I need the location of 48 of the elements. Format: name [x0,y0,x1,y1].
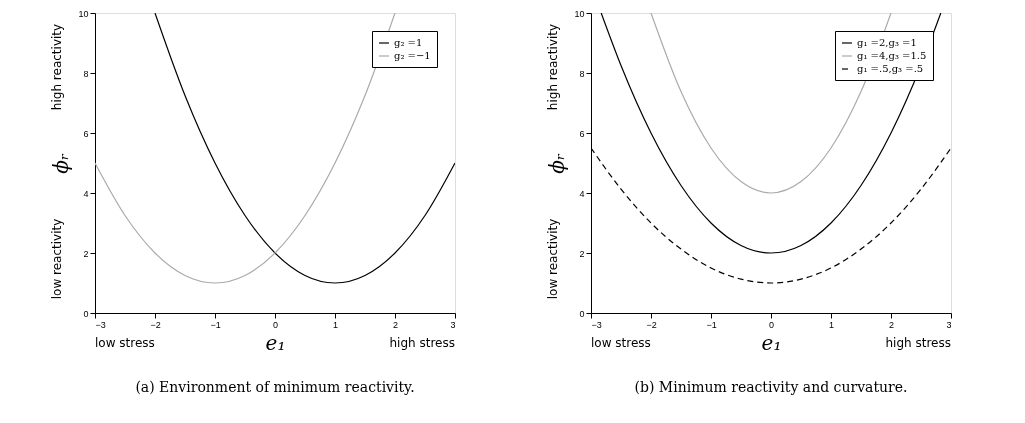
line-series [154,13,455,284]
x-axis-title: e₁ [761,330,782,355]
x-tick-label: −3 [95,319,106,330]
legend-label: g₁ =4,g₃ =1.5 [857,50,927,61]
y-tick-label: 6 [83,128,89,139]
y-tick-label: 0 [579,308,585,319]
y-tick-label: 4 [83,188,89,199]
text: high stress [885,336,951,350]
y-tick-label: 8 [579,68,585,79]
y-tick-label: 2 [579,248,585,259]
x-tick-label: −1 [210,319,221,330]
text: low stress [95,336,155,350]
legend-label: g₂ =−1 [394,50,431,61]
y-axis-title: ϕᵣ [49,153,74,174]
x-tick-label: 2 [888,319,895,330]
x-tick-label: −1 [706,319,717,330]
y-tick-label: 0 [83,308,89,319]
x-tick-label: −2 [646,319,657,330]
legend-label: g₁ =.5,g₃ =.5 [857,63,924,74]
x-tick-label: 2 [392,319,399,330]
y-tick-label: 10 [78,8,89,19]
line-series [600,13,942,254]
x-tick-label: 1 [332,319,339,330]
y-tick-label: 6 [579,128,585,139]
legend-label: g₂ =1 [394,37,423,48]
text: high reactivity [50,23,64,111]
y-axis-title: ϕᵣ [545,153,570,174]
y-tick-label: 10 [574,8,585,19]
x-tick-label: 1 [828,319,835,330]
text: low stress [591,336,651,350]
x-tick-label: −3 [591,319,602,330]
x-tick-label: 0 [768,319,775,330]
text: high stress [389,336,455,350]
x-tick-label: −2 [150,319,161,330]
legend-label: g₁ =2,g₃ =1 [857,37,917,48]
line-series [95,13,396,284]
y-tick-label: 2 [83,248,89,259]
y-tick-label: 4 [579,188,585,199]
x-axis-title: e₁ [265,330,286,355]
x-tick-label: 3 [946,319,952,330]
text: (a) Environment of minimum reactivity. [135,379,415,395]
y-tick-label: 8 [83,68,89,79]
x-tick-label: 0 [272,319,279,330]
text: low reactivity [50,218,64,300]
text: low reactivity [546,218,560,300]
x-tick-label: 3 [450,319,456,330]
text: (b) Minimum reactivity and curvature. [634,379,908,395]
text: high reactivity [546,23,560,111]
